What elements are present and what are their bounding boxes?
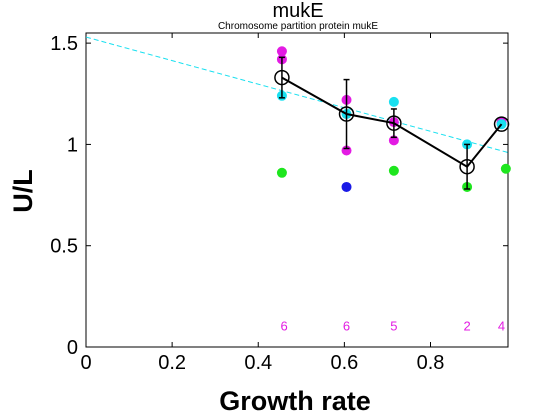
data-point-magenta <box>276 46 287 57</box>
mean-marker <box>493 116 510 132</box>
sample-count-label: 2 <box>463 319 470 334</box>
y-tick-label: 1 <box>67 134 78 156</box>
y-tick-label: 1.5 <box>50 33 78 55</box>
y-tick-label: 0 <box>67 337 78 359</box>
chart-title: mukE <box>272 0 323 22</box>
sample-count-label: 6 <box>280 319 287 334</box>
sample-count-label: 5 <box>390 319 397 334</box>
x-axis-label: Growth rate <box>219 386 371 416</box>
y-axis-label: U/L <box>8 169 38 213</box>
plot-area: 0 0.2 0.4 0.6 0.8 0 0.5 1 1.5 6 6 5 2 4 <box>50 32 511 374</box>
data-point-green <box>388 165 399 176</box>
data-point-cyan <box>388 96 399 107</box>
mean-marker <box>338 106 355 122</box>
x-tick-label: 0 <box>80 352 91 374</box>
x-tick-label: 0.4 <box>244 352 272 374</box>
x-tick-label: 0.6 <box>330 352 358 374</box>
mean-marker <box>386 115 402 131</box>
mean-marker <box>274 69 290 86</box>
data-point-green <box>276 167 287 178</box>
y-tick-label: 0.5 <box>50 236 78 258</box>
x-tick-label: 0.2 <box>158 352 186 374</box>
mean-marker <box>459 158 475 175</box>
sample-count-label: 4 <box>498 319 505 334</box>
trend-line <box>85 36 509 154</box>
x-tick-label: 0.8 <box>417 352 445 374</box>
data-point-green <box>500 163 511 174</box>
data-point-blue <box>341 181 352 192</box>
axes-box <box>85 32 509 348</box>
mean-line <box>281 76 503 169</box>
sample-count-label: 6 <box>343 319 350 334</box>
chart-subtitle: Chromosome partition protein mukE <box>218 21 378 32</box>
